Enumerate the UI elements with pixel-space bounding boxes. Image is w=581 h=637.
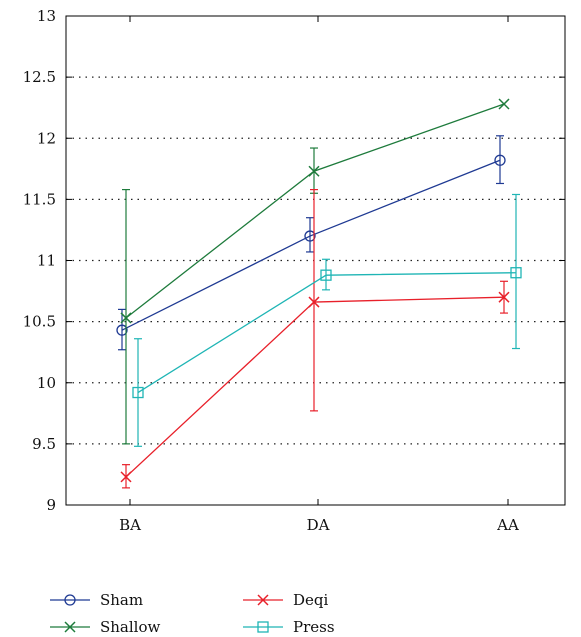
data-point: [304, 230, 316, 242]
axes: 9 9.5 10 10.5 11 11.5 12 12.5 13 BA DA AA: [23, 7, 566, 534]
data-point: [510, 267, 522, 279]
legend-label: Shallow: [100, 618, 161, 636]
legend-item-shallow: Shallow: [50, 618, 161, 636]
y-tick-label: 12.5: [23, 68, 56, 86]
y-tick-label: 10.5: [23, 313, 56, 331]
series-line-deqi: [125, 296, 505, 478]
series-press: [132, 193, 522, 447]
y-tick-label: 12: [37, 129, 56, 147]
x-tick-label: BA: [119, 516, 141, 534]
marker-stroke: [257, 594, 269, 606]
series-layer: [116, 98, 522, 489]
legend-marker: [64, 621, 76, 633]
y-tick-label: 13: [37, 7, 56, 25]
legend-item-press: Press: [243, 618, 335, 636]
error-bar: [306, 217, 314, 253]
error-bar: [118, 308, 126, 351]
data-point: [498, 98, 510, 110]
data-point: [498, 291, 510, 303]
y-tick-label: 11: [37, 252, 56, 270]
data-point: [120, 471, 132, 483]
y-tick-label: 11.5: [23, 190, 56, 208]
data-point: [308, 296, 320, 308]
series-shallow: [120, 98, 510, 445]
marker-stroke: [120, 471, 132, 483]
data-point: [320, 269, 332, 281]
data-point: [132, 386, 144, 399]
legend-marker: [64, 594, 76, 606]
data-point: [116, 324, 128, 336]
series-line-shallow: [125, 103, 505, 319]
legend-marker: [257, 621, 269, 633]
legend-item-deqi: Deqi: [243, 591, 329, 609]
plot-frame: [65, 15, 566, 506]
series-line-press: [137, 272, 517, 394]
y-tick-label: 10: [37, 374, 56, 392]
gridlines: [66, 76, 565, 445]
error-bar: [310, 188, 318, 412]
y-tick-label: 9: [46, 496, 56, 514]
error-bar: [322, 258, 330, 291]
y-tick-label: 9.5: [32, 435, 56, 453]
marker-stroke: [498, 98, 510, 110]
data-point: [308, 165, 320, 177]
data-point: [494, 154, 506, 166]
series-sham: [116, 135, 506, 351]
error-bar: [134, 338, 142, 447]
error-bar: [496, 135, 504, 185]
marker-stroke: [64, 621, 76, 633]
legend-label: Deqi: [293, 591, 329, 609]
error-bar: [512, 193, 520, 350]
x-tick-label: AA: [496, 516, 519, 534]
error-bar: [122, 188, 130, 445]
marker-stroke: [308, 165, 320, 177]
legend-label: Press: [293, 618, 335, 636]
marker-stroke: [120, 312, 132, 324]
marker-stroke: [308, 296, 320, 308]
marker-stroke: [498, 291, 510, 303]
legend-label: Sham: [100, 591, 143, 609]
x-tick-label: DA: [307, 516, 330, 534]
data-point: [120, 312, 132, 324]
legend-marker: [257, 594, 269, 606]
legend-item-sham: Sham: [50, 591, 143, 609]
series-deqi: [120, 188, 510, 489]
legend: Sham Shallow Deqi Press: [50, 591, 335, 636]
